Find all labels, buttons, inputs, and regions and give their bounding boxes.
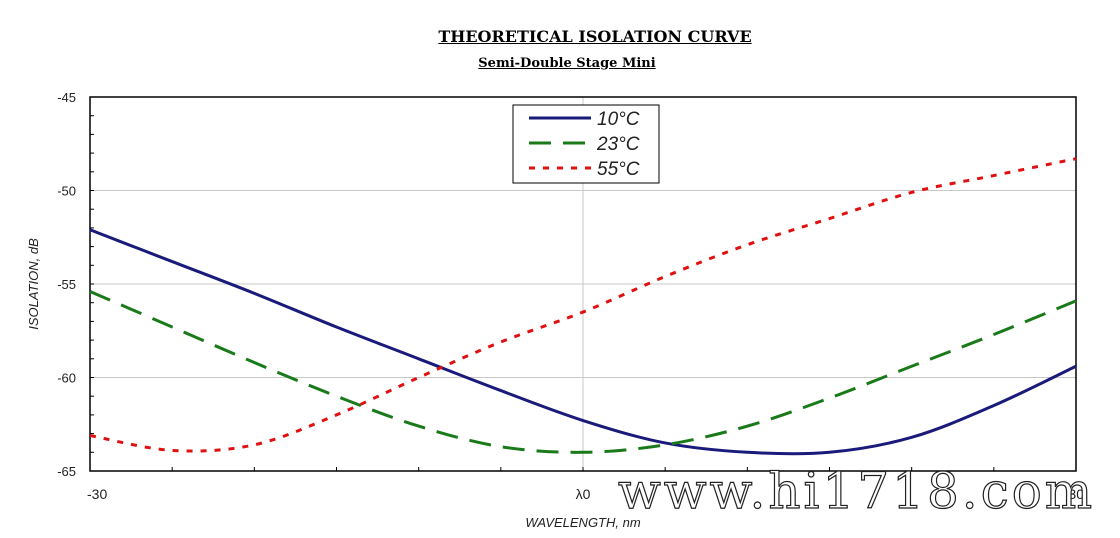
watermark-text: www.hi1718.com — [617, 462, 1096, 520]
legend-label: 23°C — [596, 134, 640, 155]
legend-label: 55°C — [597, 159, 640, 180]
y-tick-label: -55 — [57, 277, 76, 292]
y-tick-label: -60 — [57, 371, 76, 386]
chart-title: THEORETICAL ISOLATION CURVE — [438, 27, 752, 46]
chart-subtitle: Semi-Double Stage Mini — [478, 56, 656, 71]
axis-ticks: -45 -50 -55 -60 -65 -30 λ0 30 — [57, 90, 1084, 502]
series-line-2 — [89, 290, 1077, 454]
y-tick-label: -50 — [57, 184, 76, 199]
x-tick-label: -30 — [87, 486, 107, 502]
y-tick-label: -45 — [57, 90, 76, 105]
legend-label: 10°C — [597, 109, 640, 130]
x-tick-label: λ0 — [576, 486, 591, 502]
series-line-1 — [89, 228, 1077, 456]
series-line-3 — [89, 157, 1077, 453]
y-tick-label: -65 — [57, 464, 76, 479]
x-axis-label: WAVELENGTH, nm — [525, 515, 641, 530]
y-axis-label: ISOLATION, dB — [26, 238, 41, 330]
x-tick-label: 30 — [1068, 486, 1084, 502]
series-group — [89, 157, 1077, 456]
legend: 10°C 23°C 55°C — [512, 104, 660, 184]
